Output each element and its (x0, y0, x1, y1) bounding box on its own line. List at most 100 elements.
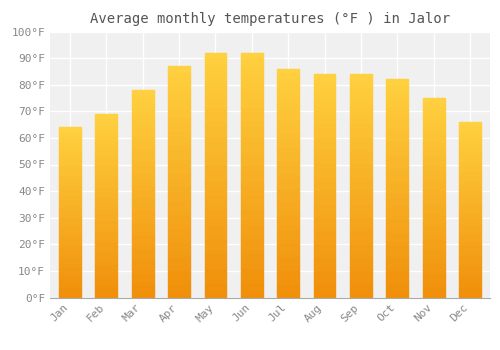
Bar (278, 261, 299, 265)
Bar (168, 247, 190, 251)
Bar (459, 143, 481, 147)
Bar (422, 214, 444, 218)
Bar (241, 239, 262, 244)
Bar (132, 285, 154, 289)
Bar (132, 268, 154, 273)
Bar (241, 77, 262, 82)
Bar (278, 87, 299, 92)
Bar (132, 132, 154, 136)
Bar (459, 262, 481, 266)
Bar (59, 250, 81, 253)
Bar (241, 68, 262, 72)
Bar (59, 284, 81, 287)
Bar (314, 92, 336, 96)
Bar (204, 155, 227, 160)
Bar (350, 168, 372, 172)
Bar (204, 112, 227, 117)
Bar (386, 171, 408, 175)
Bar (459, 132, 481, 136)
Bar (96, 195, 118, 198)
Bar (204, 229, 227, 234)
Bar (350, 275, 372, 280)
Bar (314, 141, 336, 146)
Bar (386, 223, 408, 228)
Bar (204, 263, 227, 268)
Bar (350, 248, 372, 253)
Bar (278, 83, 299, 87)
Bar (314, 253, 336, 257)
Bar (350, 110, 372, 114)
Bar (422, 238, 444, 241)
Bar (204, 199, 227, 204)
Title: Average monthly temperatures (°F ) in Jalor: Average monthly temperatures (°F ) in Ja… (90, 12, 450, 26)
Bar (59, 223, 81, 226)
Bar (350, 177, 372, 181)
Bar (96, 250, 118, 253)
Bar (204, 248, 227, 253)
Bar (168, 159, 190, 163)
Bar (350, 159, 372, 163)
Bar (314, 150, 336, 154)
Bar (96, 206, 118, 209)
Bar (204, 293, 227, 297)
Bar (314, 199, 336, 204)
Bar (132, 293, 154, 298)
Bar (278, 178, 299, 183)
Bar (278, 270, 299, 275)
Bar (241, 150, 262, 155)
Bar (386, 293, 408, 298)
Bar (422, 241, 444, 246)
Bar (132, 136, 154, 140)
Bar (132, 235, 154, 239)
Bar (132, 177, 154, 181)
Bar (241, 117, 262, 121)
Bar (350, 293, 372, 298)
Bar (96, 176, 118, 180)
Bar (132, 94, 154, 98)
Bar (241, 214, 262, 219)
Bar (278, 224, 299, 229)
Bar (459, 150, 481, 154)
Bar (278, 233, 299, 238)
Bar (59, 270, 81, 274)
Bar (59, 233, 81, 236)
Bar (314, 248, 336, 253)
Bar (386, 158, 408, 162)
Bar (168, 108, 190, 112)
Bar (241, 141, 262, 146)
Bar (168, 140, 190, 145)
Bar (422, 110, 444, 114)
Bar (350, 172, 372, 177)
Bar (386, 232, 408, 237)
Bar (59, 205, 81, 209)
Bar (241, 283, 262, 288)
Bar (59, 151, 81, 154)
Bar (132, 152, 154, 156)
Bar (350, 222, 372, 226)
Bar (168, 89, 190, 94)
Bar (459, 287, 481, 290)
Bar (350, 83, 372, 88)
Bar (459, 175, 481, 178)
Bar (204, 224, 227, 229)
Bar (241, 185, 262, 190)
Bar (241, 131, 262, 136)
Bar (314, 123, 336, 128)
Bar (96, 239, 118, 243)
Bar (278, 247, 299, 252)
Bar (422, 218, 444, 222)
Bar (386, 285, 408, 289)
Bar (132, 127, 154, 132)
Bar (241, 92, 262, 97)
Bar (132, 148, 154, 152)
Bar (59, 212, 81, 216)
Bar (204, 141, 227, 146)
Bar (386, 250, 408, 254)
Bar (422, 122, 444, 126)
Bar (59, 267, 81, 270)
Bar (96, 150, 118, 154)
Bar (422, 234, 444, 238)
Bar (96, 173, 118, 176)
Bar (168, 177, 190, 182)
Bar (132, 173, 154, 177)
